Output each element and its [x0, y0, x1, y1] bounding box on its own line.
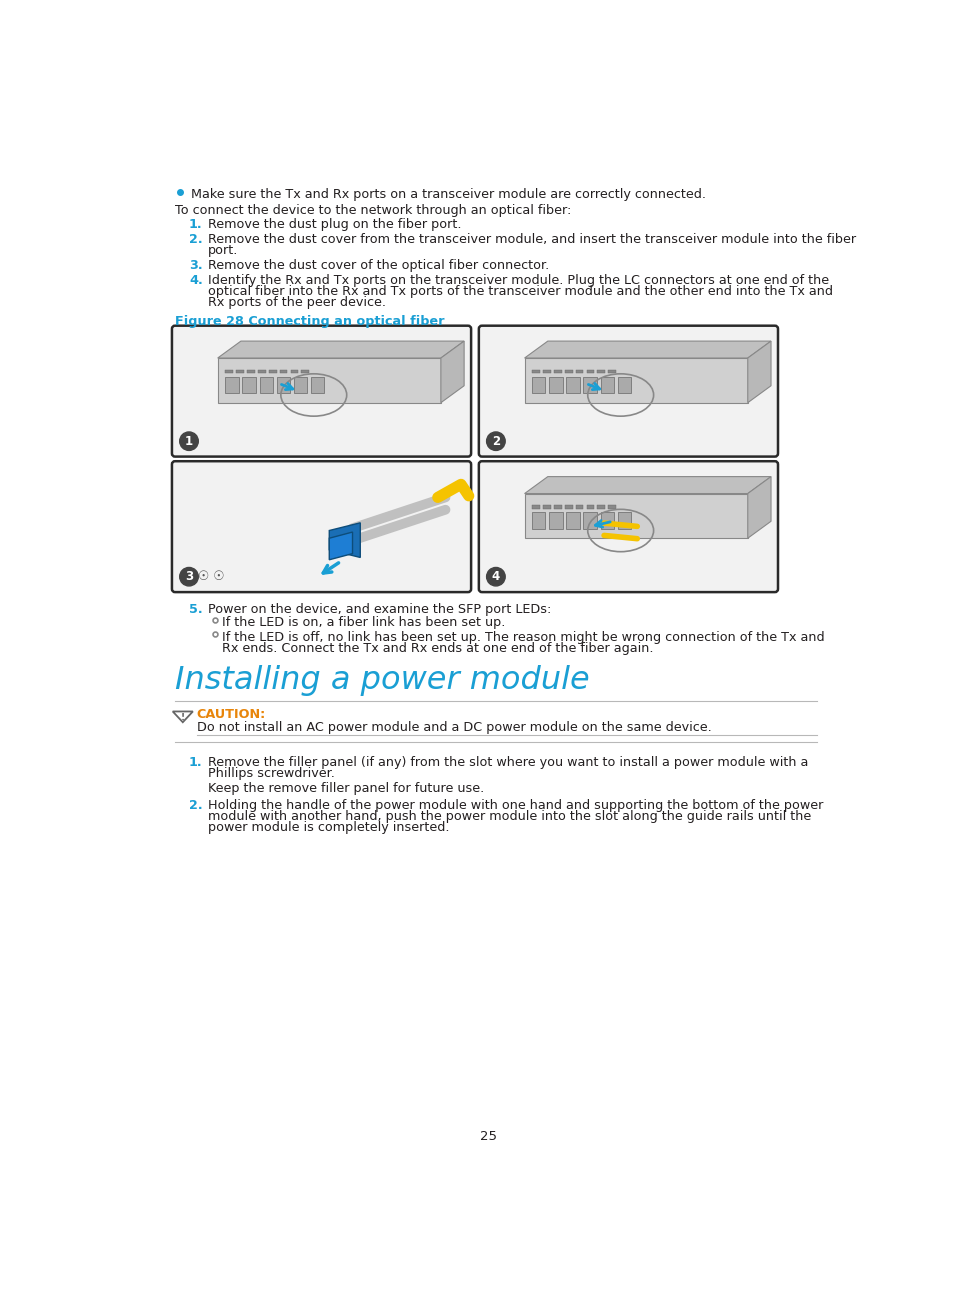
Bar	[617, 512, 630, 529]
Bar	[279, 369, 287, 373]
Text: CAUTION:: CAUTION:	[196, 709, 266, 722]
Bar	[294, 377, 307, 394]
Text: Rx ports of the peer device.: Rx ports of the peer device.	[208, 297, 385, 310]
Bar	[532, 369, 539, 373]
Bar	[242, 377, 255, 394]
Polygon shape	[524, 341, 770, 358]
Text: Do not install an AC power module and a DC power module on the same device.: Do not install an AC power module and a …	[196, 721, 711, 734]
Text: 3: 3	[185, 570, 193, 583]
Bar	[269, 369, 276, 373]
Bar	[259, 377, 273, 394]
Bar	[549, 512, 562, 529]
Polygon shape	[217, 341, 464, 358]
Bar	[532, 377, 545, 394]
Bar	[225, 369, 233, 373]
Bar	[247, 369, 254, 373]
Bar	[532, 512, 545, 529]
Bar	[301, 369, 309, 373]
Bar	[597, 369, 604, 373]
Text: To connect the device to the network through an optical fiber:: To connect the device to the network thr…	[174, 203, 571, 216]
Bar	[549, 377, 562, 394]
Circle shape	[179, 568, 198, 586]
Bar	[599, 512, 613, 529]
Bar	[575, 369, 583, 373]
Text: optical fiber into the Rx and Tx ports of the transceiver module and the other e: optical fiber into the Rx and Tx ports o…	[208, 285, 832, 298]
Bar	[564, 505, 572, 509]
Bar	[597, 505, 604, 509]
Text: port.: port.	[208, 244, 237, 257]
Bar	[554, 505, 561, 509]
Polygon shape	[747, 477, 770, 538]
Polygon shape	[329, 533, 353, 560]
Polygon shape	[440, 341, 464, 403]
Text: 2: 2	[492, 434, 499, 447]
Text: Remove the filler panel (if any) from the slot where you want to install a power: Remove the filler panel (if any) from th…	[208, 756, 807, 769]
Text: Remove the dust cover of the optical fiber connector.: Remove the dust cover of the optical fib…	[208, 259, 548, 272]
Bar	[583, 377, 596, 394]
Text: Holding the handle of the power module with one hand and supporting the bottom o: Holding the handle of the power module w…	[208, 798, 822, 811]
Text: 3.: 3.	[189, 259, 202, 272]
Bar	[311, 377, 323, 394]
Text: Installing a power module: Installing a power module	[174, 665, 589, 696]
Bar	[583, 512, 596, 529]
Text: Rx ends. Connect the Tx and Rx ends at one end of the fiber again.: Rx ends. Connect the Tx and Rx ends at o…	[221, 642, 653, 654]
Text: Figure 28 Connecting an optical fiber: Figure 28 Connecting an optical fiber	[174, 315, 444, 328]
Text: Identify the Rx and Tx ports on the transceiver module. Plug the LC connectors a: Identify the Rx and Tx ports on the tran…	[208, 273, 828, 288]
Circle shape	[486, 432, 505, 451]
Bar	[257, 369, 266, 373]
Text: Keep the remove filler panel for future use.: Keep the remove filler panel for future …	[208, 781, 483, 794]
Polygon shape	[524, 477, 770, 494]
Text: ☉ ☉: ☉ ☉	[198, 570, 225, 583]
Bar	[542, 505, 550, 509]
FancyBboxPatch shape	[478, 461, 778, 592]
Text: module with another hand, push the power module into the slot along the guide ra: module with another hand, push the power…	[208, 810, 810, 823]
Text: Make sure the Tx and Rx ports on a transceiver module are correctly connected.: Make sure the Tx and Rx ports on a trans…	[191, 188, 705, 201]
Circle shape	[179, 432, 198, 451]
Text: If the LED is off, no link has been set up. The reason might be wrong connection: If the LED is off, no link has been set …	[221, 631, 823, 644]
Text: power module is completely inserted.: power module is completely inserted.	[208, 822, 449, 835]
Bar	[236, 369, 244, 373]
Text: Power on the device, and examine the SFP port LEDs:: Power on the device, and examine the SFP…	[208, 603, 551, 616]
Text: 5.: 5.	[189, 603, 202, 616]
Text: 2.: 2.	[189, 233, 202, 246]
Bar	[566, 512, 579, 529]
Text: 4: 4	[491, 570, 499, 583]
Bar	[564, 369, 572, 373]
Text: 1.: 1.	[189, 756, 202, 769]
Bar	[586, 505, 594, 509]
FancyBboxPatch shape	[172, 325, 471, 456]
Bar	[575, 505, 583, 509]
Bar	[542, 369, 550, 373]
Text: 2.: 2.	[189, 798, 202, 811]
Polygon shape	[329, 522, 360, 557]
Text: Remove the dust plug on the fiber port.: Remove the dust plug on the fiber port.	[208, 218, 460, 231]
Bar	[617, 377, 630, 394]
Bar	[608, 505, 616, 509]
Text: 4.: 4.	[189, 273, 203, 288]
Bar	[276, 377, 290, 394]
Bar	[524, 494, 747, 538]
Text: Phillips screwdriver.: Phillips screwdriver.	[208, 767, 335, 780]
Circle shape	[486, 568, 505, 586]
Bar	[586, 369, 594, 373]
FancyBboxPatch shape	[172, 461, 471, 592]
Bar	[217, 358, 440, 403]
Bar	[599, 377, 613, 394]
FancyBboxPatch shape	[478, 325, 778, 456]
Text: 1: 1	[185, 434, 193, 447]
Text: 25: 25	[480, 1130, 497, 1143]
Text: If the LED is on, a fiber link has been set up.: If the LED is on, a fiber link has been …	[221, 617, 504, 630]
Text: !: !	[180, 713, 185, 722]
Text: Remove the dust cover from the transceiver module, and insert the transceiver mo: Remove the dust cover from the transceiv…	[208, 233, 855, 246]
Text: 1.: 1.	[189, 218, 202, 231]
Bar	[608, 369, 616, 373]
Bar	[524, 358, 747, 403]
Bar	[554, 369, 561, 373]
Bar	[225, 377, 238, 394]
Bar	[532, 505, 539, 509]
Bar	[291, 369, 298, 373]
Polygon shape	[747, 341, 770, 403]
Bar	[566, 377, 579, 394]
